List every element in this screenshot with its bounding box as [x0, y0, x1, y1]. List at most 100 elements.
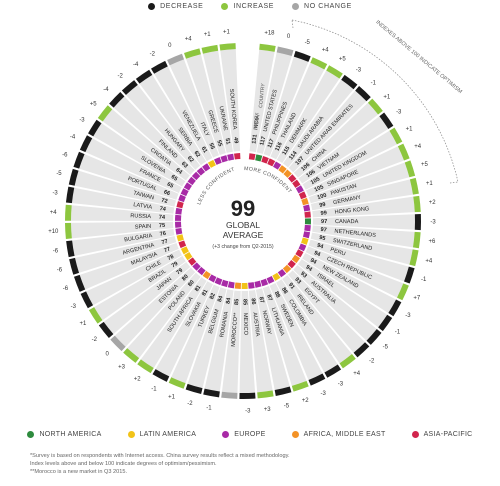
- region-mark: [214, 157, 222, 165]
- region-mark: [207, 159, 216, 168]
- change-value-label: +1: [426, 181, 434, 187]
- region-mark: [267, 158, 276, 167]
- change-status-mark: [379, 112, 394, 129]
- country-band: [249, 49, 275, 153]
- optimism-label: INDEXES ABOVE 100 INDICATE OPTIMISM: [374, 19, 463, 95]
- index-value-label: 85: [234, 299, 240, 306]
- change-status-mark: [308, 373, 326, 386]
- country-name-label: LATVIA: [133, 202, 153, 211]
- index-value-label: 72: [161, 198, 169, 205]
- change-value-label: -6: [63, 286, 69, 292]
- index-value-label: 116: [274, 141, 283, 152]
- change-status-mark: [201, 44, 219, 54]
- region-mark: [304, 224, 311, 232]
- change-status-mark: [367, 98, 383, 115]
- country-band: [169, 59, 219, 158]
- change-value-label: +2: [302, 398, 310, 404]
- country-name-label: MOROCCO**: [231, 312, 240, 347]
- change-status-mark: [404, 266, 415, 284]
- region-mark: [291, 254, 301, 264]
- country-name-label: TAIWAN: [133, 190, 155, 201]
- change-value-label: +5: [421, 162, 429, 168]
- index-value-label: 61: [200, 146, 208, 154]
- legend-label: AFRICA, MIDDLE EAST: [303, 431, 386, 438]
- country-band: [248, 289, 273, 393]
- legend-item-africa-middle-east: AFRICA, MIDDLE EAST: [291, 431, 386, 438]
- index-value-label: 94: [313, 250, 322, 258]
- index-value-label: 74: [159, 206, 167, 213]
- change-value-label: -6: [53, 249, 59, 255]
- change-status-mark: [121, 80, 138, 95]
- legend-label: NO CHANGE: [304, 3, 352, 10]
- country-band: [75, 236, 177, 273]
- change-value-label: -1: [395, 329, 401, 335]
- index-value-label: 88: [280, 287, 288, 295]
- region-mark: [301, 197, 309, 206]
- region-mark: [180, 246, 189, 255]
- index-value-label: 84: [225, 296, 232, 304]
- index-value-label: 84: [217, 294, 225, 303]
- region-mark: [208, 274, 217, 283]
- country-band: [114, 267, 196, 347]
- country-band: [256, 52, 292, 154]
- country-band: [71, 205, 174, 221]
- index-value-label: 55: [207, 142, 215, 150]
- index-value-label: 77: [163, 246, 171, 254]
- legend-top: DECREASE INCREASE NO CHANGE: [0, 3, 500, 10]
- country-band: [276, 70, 340, 164]
- country-band: [310, 179, 413, 211]
- region-mark: [176, 234, 184, 242]
- change-value-label: +4: [185, 37, 193, 43]
- change-status-mark: [259, 43, 276, 52]
- africa-middle-east-dot-icon: [291, 431, 299, 438]
- region-mark: [197, 266, 206, 276]
- index-value-label: 99: [320, 210, 327, 217]
- change-value-label: -3: [71, 304, 77, 310]
- country-band: [102, 109, 190, 181]
- change-status-mark: [98, 321, 114, 339]
- change-status-mark: [123, 348, 140, 363]
- region-mark: [254, 280, 262, 288]
- region-mark: [192, 262, 201, 271]
- change-status-mark: [324, 364, 342, 378]
- change-value-label: +4: [414, 144, 422, 150]
- country-band: [312, 196, 415, 218]
- index-value-label: 107: [295, 156, 306, 167]
- index-value-label: 79: [171, 261, 179, 269]
- footnote: *Survey is based on respondents with Int…: [30, 453, 290, 459]
- legend-item-europe: EUROPE: [222, 431, 265, 438]
- region-mark: [178, 194, 186, 203]
- decrease-dot-icon: [148, 3, 156, 10]
- index-value-label: 97: [320, 227, 327, 234]
- no-change-dot-icon: [292, 3, 300, 10]
- index-value-label: 106: [300, 162, 311, 173]
- region-mark: [301, 237, 309, 245]
- index-value-label: 51: [224, 138, 231, 145]
- change-status-mark: [339, 354, 356, 369]
- region-mark: [283, 169, 292, 178]
- region-mark: [260, 278, 269, 287]
- change-status-mark: [341, 74, 358, 90]
- region-mark: [278, 165, 287, 174]
- country-band: [308, 239, 409, 282]
- index-value-label: 88: [273, 291, 281, 299]
- change-value-label: +4: [425, 258, 433, 264]
- index-value-label: 66: [163, 189, 171, 197]
- change-value-label: -6: [62, 153, 68, 159]
- region-mark: [255, 154, 263, 162]
- region-mark: [175, 207, 183, 215]
- region-mark: [304, 211, 311, 218]
- country-band: [276, 279, 338, 373]
- global-change-note: (+3 change from Q2-2015): [212, 244, 274, 250]
- country-band: [239, 290, 256, 394]
- index-value-label: 115: [282, 145, 292, 156]
- index-value-label: 49: [232, 137, 239, 144]
- global-label: GLOBAL: [226, 220, 260, 230]
- footnote: Index levels above and below 100 indicat…: [30, 461, 217, 467]
- region-mark: [272, 272, 281, 281]
- change-status-mark: [65, 186, 75, 204]
- index-value-label: 65: [166, 182, 174, 190]
- change-status-mark: [310, 57, 328, 70]
- index-value-label: 131: [251, 134, 258, 144]
- country-band: [282, 275, 352, 364]
